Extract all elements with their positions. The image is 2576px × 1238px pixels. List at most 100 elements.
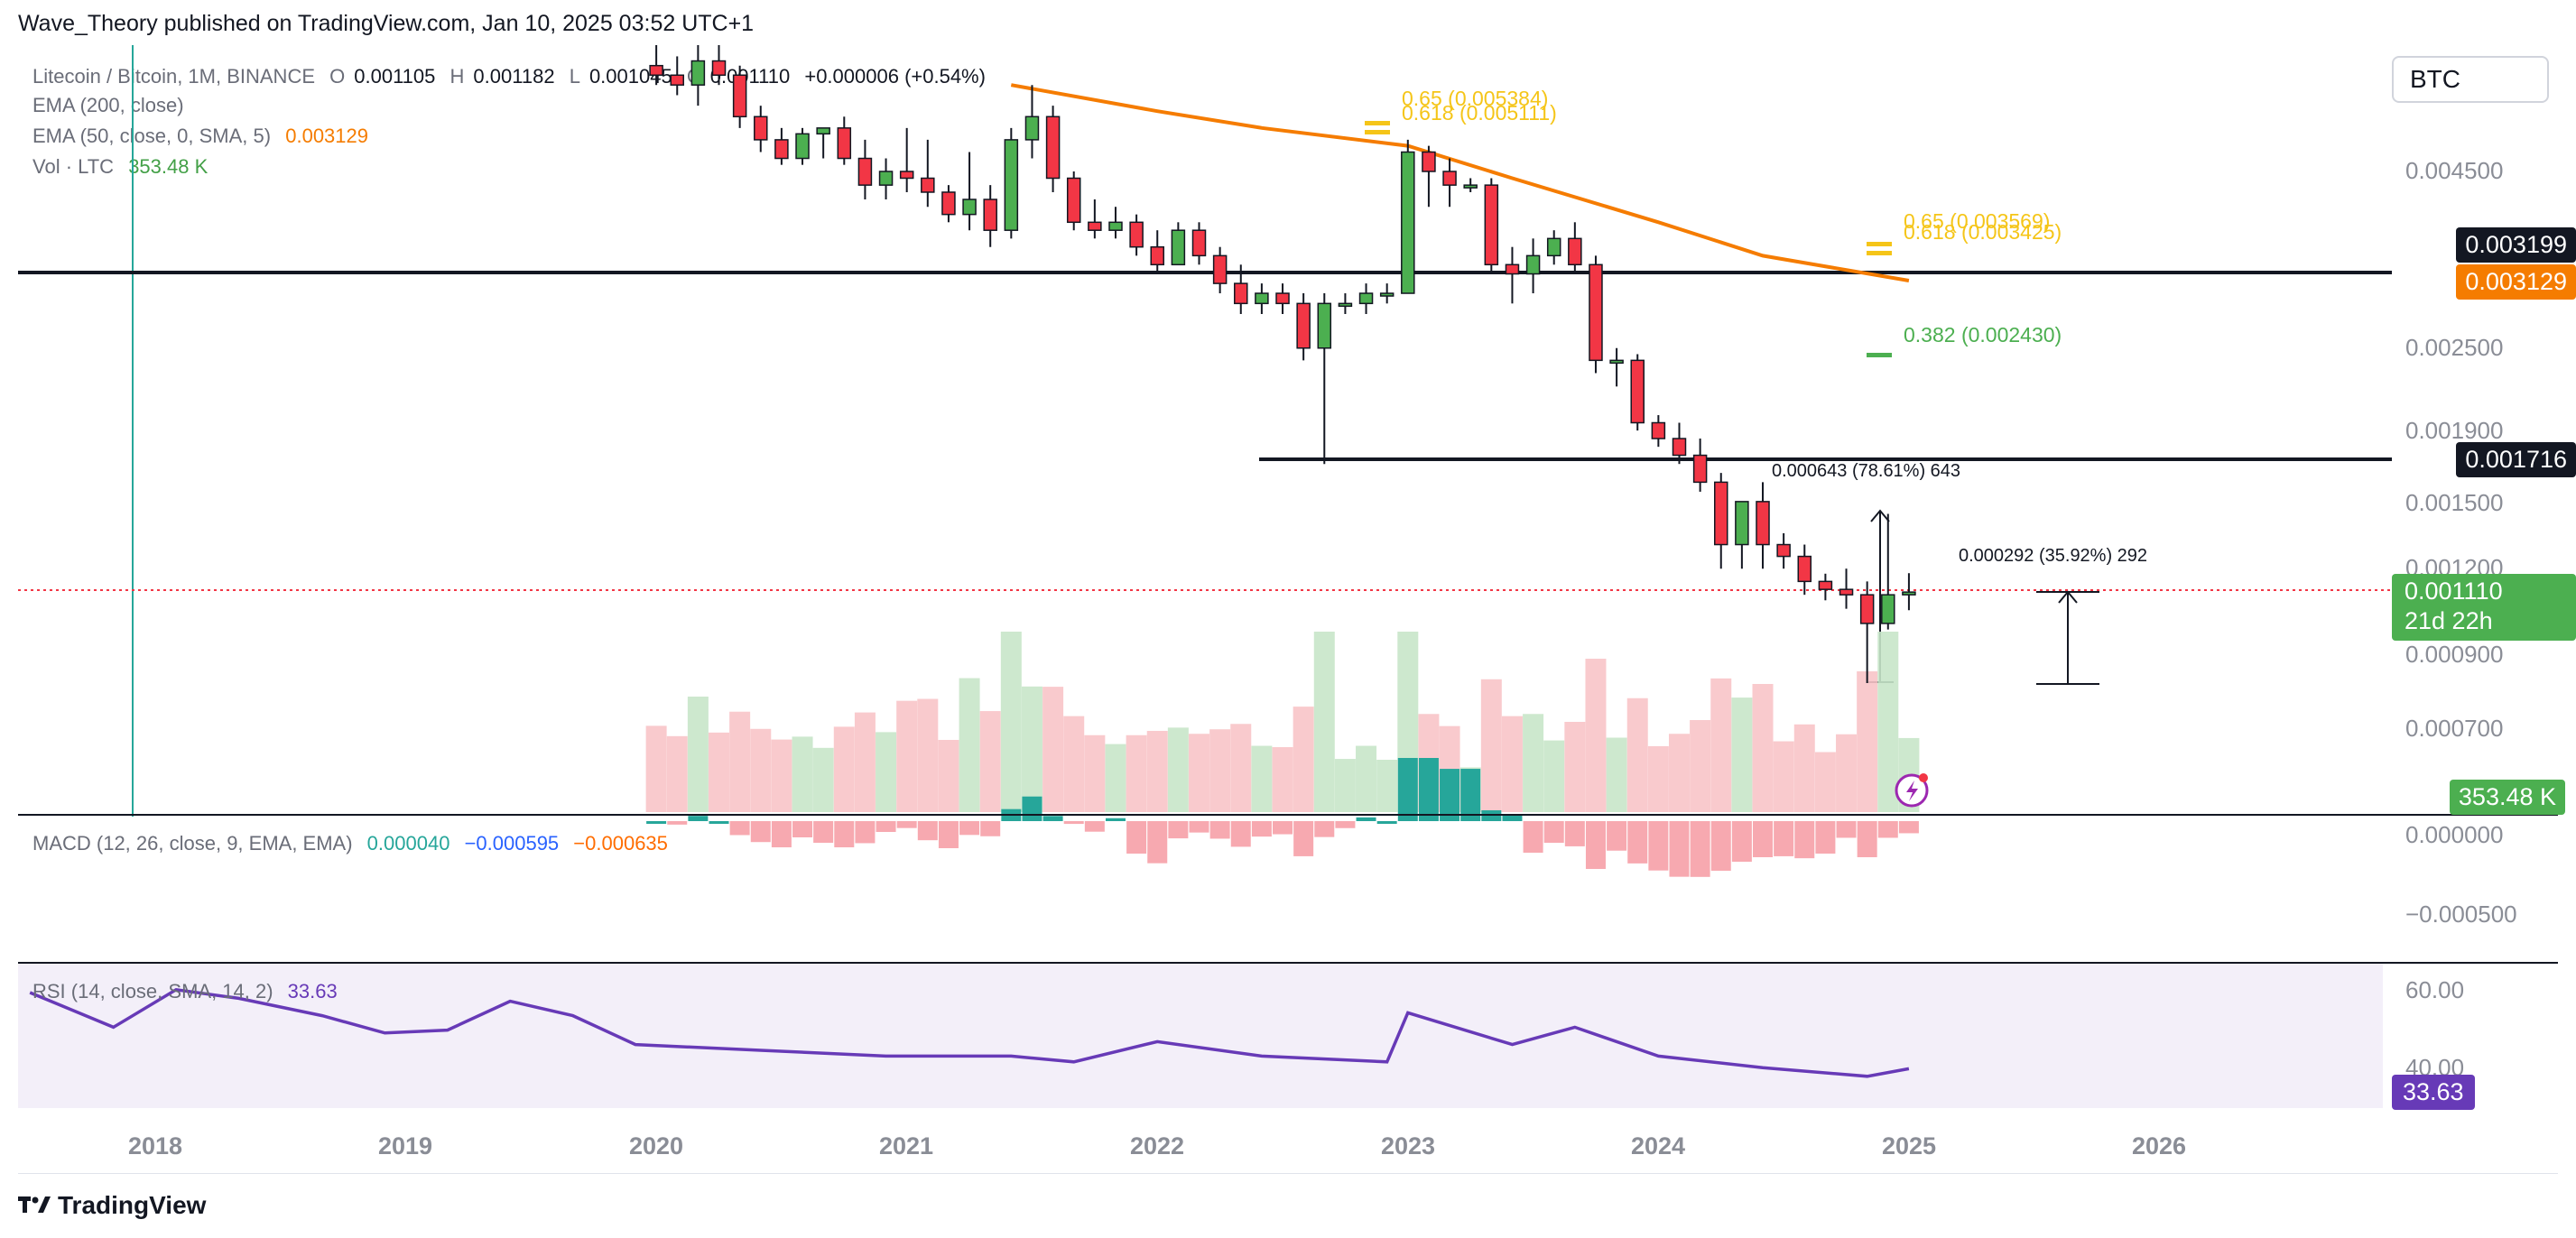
macd-histogram-bar: [1084, 821, 1105, 832]
volume-bolt-icon[interactable]: [1895, 773, 1929, 808]
candle-body: [1317, 302, 1332, 349]
volume-bar: [833, 726, 855, 812]
candle-body: [1401, 151, 1415, 294]
bar-countdown: 21d 22h: [2405, 607, 2493, 634]
ema50-price-tag: 0.003129: [2456, 264, 2576, 300]
macd-histogram-bar: [1815, 821, 1836, 854]
macd-histogram-bar: [1460, 769, 1481, 821]
volume-bar: [1647, 745, 1669, 812]
macd-legend[interactable]: MACD (12, 26, close, 9, EMA, EMA) 0.0000…: [32, 832, 677, 855]
macd-histogram-bar: [750, 821, 771, 843]
macd-axis-label: 0.000000: [2405, 821, 2504, 848]
fib-label-mid-0618: 0.618 (0.003425): [1904, 220, 2062, 244]
macd-histogram-bar: [980, 821, 1001, 836]
macd-histogram-bar: [855, 821, 876, 844]
candle-body: [1756, 501, 1770, 546]
candle-body: [1275, 292, 1290, 305]
volume-legend[interactable]: Vol · LTC 353.48 K: [32, 155, 217, 179]
candle-body: [1129, 221, 1144, 248]
volume-bar: [1313, 632, 1335, 812]
candle-body: [962, 199, 977, 216]
macd-histogram-bar: [1669, 821, 1690, 877]
volume-bar: [1105, 744, 1126, 812]
macd-histogram-bar: [959, 821, 980, 836]
open-value: 0.001105: [354, 65, 436, 88]
volume-bar: [1272, 747, 1293, 812]
macd-histogram-bar: [938, 821, 959, 848]
volume-bar: [1126, 734, 1147, 812]
volume-bar: [1836, 734, 1858, 812]
volume-bar: [1209, 729, 1231, 812]
candle-body: [1338, 302, 1353, 308]
volume-bar: [666, 735, 688, 812]
ema200-legend[interactable]: EMA (200, close): [32, 94, 193, 117]
volume-bar: [1793, 724, 1815, 812]
rsi-legend[interactable]: RSI (14, close, SMA, 14, 2) 33.63: [32, 980, 347, 1003]
candle-body: [1735, 501, 1749, 546]
high-label: H: [449, 65, 465, 88]
candle-body: [690, 60, 706, 86]
macd-histogram-bar: [688, 816, 709, 821]
volume-bar: [1000, 632, 1022, 812]
last-price-tag: 0.001110 21d 22h: [2392, 574, 2576, 641]
volume-bar: [645, 725, 667, 812]
time-axis-label: 2020: [628, 1132, 684, 1159]
macd-histogram-bar: [1690, 821, 1710, 877]
macd-histogram-bar: [834, 821, 855, 848]
candle-body: [1609, 359, 1624, 365]
price-chart[interactable]: [0, 0, 2576, 1173]
macd-histogram-bar: [813, 821, 834, 843]
price-axis-label: 0.004500: [2405, 157, 2504, 184]
macd-histogram-bar: [1836, 821, 1857, 838]
ema50-value: 0.003129: [285, 125, 368, 147]
macd-histogram-bar: [1251, 821, 1272, 837]
symbol-legend: Litecoin / Bitcoin, 1M, BINANCE O 0.00110…: [32, 65, 995, 88]
macd-histogram-bar: [1105, 818, 1126, 821]
candle-body: [1234, 282, 1248, 305]
candle-body: [649, 64, 663, 77]
candle-body: [1797, 555, 1812, 583]
pane-divider-rsi[interactable]: [18, 962, 2558, 964]
ema50-line: [1010, 83, 1910, 282]
macd-pane: [646, 758, 1919, 877]
candle-body: [1212, 254, 1228, 284]
macd-histogram-bar: [1502, 814, 1523, 821]
candle-body: [1859, 594, 1875, 624]
fib-label-upper-0618: 0.618 (0.005111): [1402, 101, 1557, 125]
candle-body: [1171, 229, 1186, 266]
candle-body: [1902, 591, 1916, 596]
tradingview-footer[interactable]: TradingView: [18, 1191, 206, 1220]
low-label: L: [569, 65, 580, 88]
macd-hist-value: 0.000040: [366, 832, 450, 855]
currency-button[interactable]: BTC: [2392, 56, 2549, 103]
macd-histogram-bar: [1418, 758, 1439, 821]
rsi-background: [18, 964, 2383, 1108]
volume-bar: [1230, 724, 1252, 812]
macd-histogram-bar: [1607, 821, 1627, 851]
volume-bar: [1626, 698, 1648, 812]
candle-body: [1358, 292, 1374, 305]
macd-histogram-bar: [771, 821, 792, 848]
fib-marker-mid-0618: [1867, 251, 1892, 255]
symbol-name[interactable]: Litecoin / Bitcoin, 1M, BINANCE: [32, 65, 316, 88]
ema50-legend[interactable]: EMA (50, close, 0, SMA, 5) 0.003129: [32, 125, 377, 148]
macd-histogram-bar: [1543, 821, 1564, 843]
macd-histogram-bar: [1273, 821, 1293, 835]
pane-divider-macd[interactable]: [18, 814, 2558, 816]
volume-bar: [1501, 716, 1523, 812]
macd-histogram-bar: [1627, 821, 1648, 864]
volume-bar: [1251, 745, 1273, 812]
volume-price-tag: 353.48 K: [2449, 780, 2565, 815]
macd-histogram-bar: [1877, 821, 1898, 838]
candle-body: [899, 171, 914, 180]
macd-histogram-bar: [1898, 821, 1919, 834]
volume-bar: [1146, 731, 1168, 812]
candle-body: [1714, 481, 1728, 546]
macd-histogram-bar: [1481, 810, 1502, 821]
last-price-value: 0.001110: [2405, 577, 2503, 605]
rsi-line: [29, 987, 1910, 1078]
volume-bar: [1334, 759, 1356, 812]
candle-body: [1505, 263, 1520, 275]
time-axis-label: 2026: [2131, 1132, 2187, 1159]
rsi-axis-label: 60.00: [2405, 976, 2465, 1003]
